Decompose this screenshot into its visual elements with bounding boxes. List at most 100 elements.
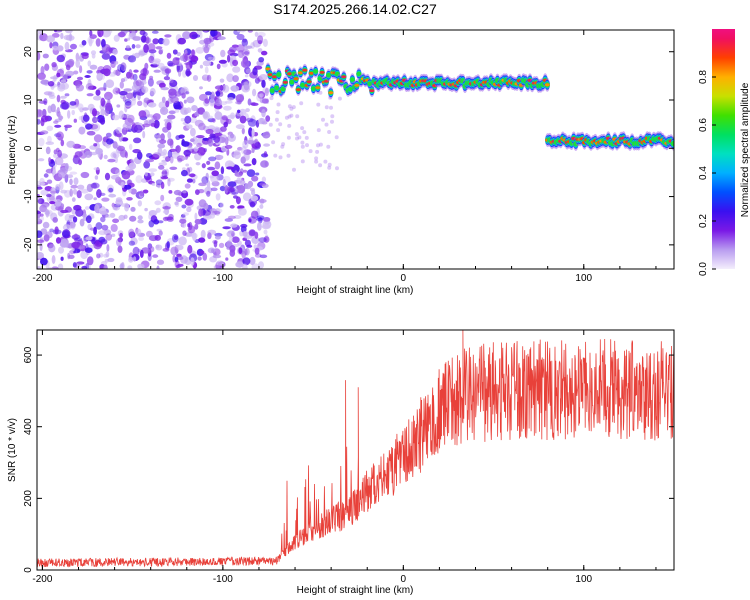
- spectrogram-noise-speckle: [131, 44, 136, 49]
- spectrogram-noise-speckle: [262, 217, 271, 222]
- spectrogram-noise-speckle: [241, 38, 248, 47]
- spectrogram-noise-speckle: [115, 199, 124, 206]
- spectrogram-noise-speckle: [256, 215, 265, 220]
- spectrogram-noise-speckle: [181, 141, 190, 147]
- spectrogram-noise-speckle: [194, 119, 204, 127]
- spectrogram-noise-speckle: [207, 166, 216, 171]
- spectrogram-noise-speckle: [168, 190, 173, 194]
- spectrogram-noise-speckle: [323, 159, 328, 164]
- spectrogram-noise-speckle: [158, 48, 164, 53]
- spectrogram-noise-speckle: [56, 131, 64, 141]
- y-tick-label: -20: [23, 237, 34, 252]
- spectrogram-noise-speckle: [131, 84, 140, 92]
- spectrogram-noise-speckle: [68, 104, 78, 109]
- spectrogram-noise-speckle: [153, 58, 161, 63]
- spectrogram-noise-speckle: [184, 183, 191, 189]
- spectrogram-noise-speckle: [166, 216, 174, 222]
- spectrogram-noise-speckle: [133, 137, 142, 144]
- spectrogram-noise-speckle: [181, 92, 186, 99]
- spectrogram-noise-speckle: [145, 36, 150, 45]
- spectrogram-noise-speckle: [54, 199, 62, 207]
- spectrogram-noise-speckle: [219, 202, 224, 208]
- spectrogram-noise-speckle: [124, 151, 128, 159]
- spectrogram-noise-speckle: [142, 130, 146, 139]
- spectrogram-noise-speckle: [207, 229, 217, 235]
- spectrogram-noise-speckle: [45, 168, 54, 174]
- x-tick-label: -200: [32, 273, 52, 284]
- spectrogram-noise-speckle: [220, 126, 227, 132]
- spectrogram-noise-speckle: [247, 98, 252, 106]
- spectrogram-band-cell: [287, 72, 293, 76]
- spectrogram-noise-speckle: [165, 100, 170, 108]
- spectrogram-noise-speckle: [213, 135, 221, 143]
- spectrogram-noise-speckle: [45, 146, 51, 155]
- spectrogram-noise-speckle: [103, 264, 108, 269]
- spectrogram-noise-speckle: [37, 51, 41, 61]
- spectrogram-noise-speckle: [243, 152, 250, 161]
- spectrogram-noise-speckle: [106, 244, 110, 252]
- spectrogram-noise-speckle: [177, 263, 184, 267]
- spectrogram-noise-speckle: [37, 158, 45, 162]
- spectrogram-noise-speckle: [299, 101, 304, 106]
- spectrogram-noise-speckle: [199, 64, 203, 69]
- spectrogram-noise-speckle: [172, 49, 178, 55]
- spectrogram-noise-speckle: [330, 114, 335, 119]
- spectrogram-noise-speckle: [49, 190, 58, 194]
- spectrogram-noise-speckle: [227, 230, 235, 234]
- spectrogram-noise-speckle: [259, 93, 264, 98]
- spectrogram-noise-speckle: [184, 198, 194, 206]
- spectrogram-noise-speckle: [263, 151, 268, 157]
- spectrogram-noise-speckle: [124, 102, 133, 108]
- spectrogram-noise-speckle: [54, 133, 62, 138]
- spectrogram-noise-speckle: [121, 137, 129, 142]
- spectrogram-noise-speckle: [242, 38, 248, 43]
- spectrogram-noise-speckle: [130, 188, 137, 195]
- spectrogram-noise-speckle: [177, 37, 186, 45]
- spectrogram-noise-speckle: [126, 92, 134, 100]
- spectrogram-noise-speckle: [186, 96, 195, 104]
- spectrogram-noise-speckle: [218, 242, 225, 248]
- spectrogram-noise-speckle: [121, 170, 131, 180]
- spectrogram-noise-speckle: [135, 228, 142, 236]
- spectrogram-noise-speckle: [244, 235, 253, 239]
- spectrogram-noise-speckle: [115, 69, 121, 76]
- spectrogram-noise-speckle: [194, 218, 202, 225]
- spectrogram-noise-speckle: [121, 261, 125, 269]
- spectrogram-noise-speckle: [86, 183, 94, 193]
- spectrogram-noise-speckle: [142, 31, 148, 37]
- spectrogram-noise-speckle: [127, 55, 137, 63]
- spectrogram-noise-speckle: [326, 144, 331, 149]
- spectrogram-noise-speckle: [136, 151, 143, 160]
- spectrogram-noise-speckle: [175, 196, 183, 202]
- spectrogram-noise-speckle: [243, 80, 252, 88]
- spectrogram-noise-speckle: [190, 257, 195, 266]
- spectrogram-noise-speckle: [167, 114, 176, 120]
- spectrogram-noise-speckle: [78, 126, 86, 135]
- spectrogram-noise-speckle: [170, 246, 179, 256]
- spectrogram-noise-speckle: [145, 159, 155, 163]
- spectrogram-noise-speckle: [96, 73, 104, 79]
- spectrogram-noise-speckle: [153, 69, 161, 73]
- spectrogram-noise-speckle: [64, 213, 73, 222]
- spectrogram-noise-speckle: [84, 193, 94, 201]
- spectrogram-noise-speckle: [71, 197, 76, 202]
- spectrogram-noise-speckle: [59, 238, 69, 248]
- spectrogram-noise-speckle: [107, 257, 115, 263]
- spectrogram-noise-speckle: [43, 91, 53, 96]
- spectrogram-noise-speckle: [75, 84, 84, 92]
- spectrogram-noise-speckle: [274, 117, 279, 122]
- spectrogram-noise-speckle: [101, 53, 111, 60]
- spectrogram-noise-speckle: [219, 185, 226, 192]
- spectrogram-noise-speckle: [214, 235, 221, 240]
- spectrogram-noise-speckle: [174, 260, 180, 269]
- x-tick-label: 0: [401, 273, 407, 284]
- spectrogram-noise-speckle: [198, 199, 207, 208]
- spectrogram-noise-speckle: [124, 38, 128, 42]
- spectrogram-noise-speckle: [55, 237, 62, 244]
- spectrogram-noise-speckle: [276, 102, 281, 107]
- spectrogram-noise-speckle: [71, 109, 75, 116]
- spectrogram-noise-speckle: [262, 87, 270, 94]
- spectrogram-noise-speckle: [122, 122, 132, 131]
- spectrogram-noise-speckle: [246, 244, 253, 248]
- spectrogram-noise-speckle: [150, 122, 157, 128]
